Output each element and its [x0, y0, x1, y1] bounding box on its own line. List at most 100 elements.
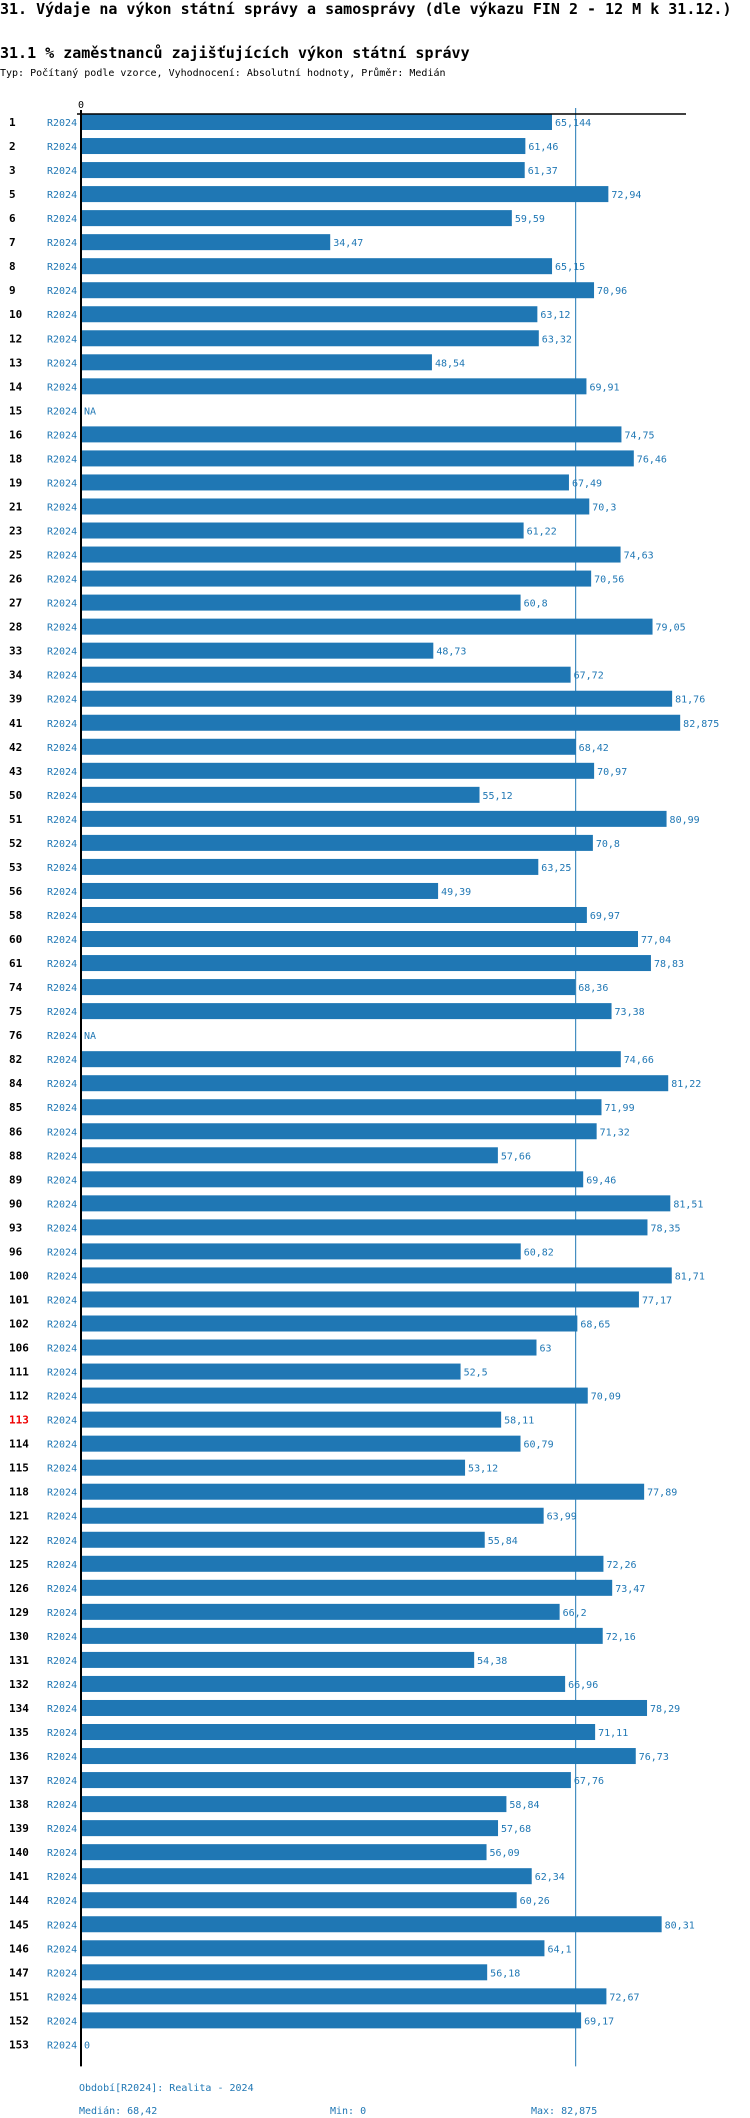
bar: [81, 426, 622, 443]
chart-row: 131 R2024 54,38: [9, 1651, 507, 1668]
value-label: 70,3: [592, 502, 616, 513]
chart-row: 102 R2024 68,65: [9, 1315, 610, 1332]
value-label: 81,51: [673, 1199, 703, 1210]
chart-row: 112 R2024 70,09: [9, 1387, 621, 1404]
category-label: 84: [9, 1077, 23, 1090]
category-label: 138: [9, 1798, 29, 1811]
bar: [81, 162, 525, 179]
category-label: 88: [9, 1149, 22, 1162]
bar: [81, 234, 331, 251]
bar: [81, 1003, 612, 1020]
value-label: 73,38: [615, 1007, 645, 1018]
category-label: 16: [9, 428, 23, 441]
period-label: R2024: [47, 1368, 77, 1379]
category-label: 26: [9, 573, 23, 586]
period-label: R2024: [47, 310, 77, 321]
period-label: R2024: [47, 2016, 77, 2027]
category-label: 137: [9, 1774, 29, 1787]
chart-row: 90 R2024 81,51: [9, 1195, 703, 1212]
category-label: 60: [9, 933, 22, 946]
period-label: R2024: [47, 430, 77, 441]
value-label: 72,16: [606, 1632, 636, 1643]
value-label: 59,59: [515, 214, 545, 225]
bar: [81, 1940, 545, 1957]
chart-row: 51 R2024 80,99: [9, 810, 700, 827]
bar: [81, 1699, 648, 1716]
value-label: 58,84: [509, 1800, 539, 1811]
bar: [81, 282, 595, 299]
value-label: 52,5: [464, 1368, 488, 1379]
footer-period-note: Období[R2024]: Realita - 2024: [79, 2083, 254, 2094]
chart-row: 41 R2024 82,875: [9, 714, 719, 731]
period-label: R2024: [47, 406, 77, 417]
category-label: 33: [9, 645, 22, 658]
bar: [81, 378, 587, 395]
category-label: 86: [9, 1125, 23, 1138]
category-label: 3: [9, 164, 16, 177]
bar: [81, 498, 590, 515]
period-label: R2024: [47, 1199, 77, 1210]
category-label: 12: [9, 332, 22, 345]
period-label: R2024: [47, 454, 77, 465]
value-label: 69,17: [584, 2016, 614, 2027]
category-label: 113: [9, 1414, 29, 1427]
period-label: R2024: [47, 142, 77, 153]
bar: [81, 1123, 597, 1140]
bar: [81, 570, 592, 587]
value-label: 70,96: [597, 286, 627, 297]
category-label: 140: [9, 1846, 29, 1859]
footer-min: Min: 0: [330, 2106, 367, 2117]
chart-row: 61 R2024 78,83: [9, 955, 684, 972]
category-label: 130: [9, 1630, 29, 1643]
bar: [81, 642, 434, 659]
bar: [81, 738, 576, 755]
bar: [81, 1051, 621, 1068]
category-label: 146: [9, 1942, 29, 1955]
category-label: 34: [9, 669, 23, 682]
chart-row: 19 R2024 67,49: [9, 474, 602, 491]
value-label: 63,32: [542, 334, 572, 345]
bar: [81, 666, 571, 683]
value-label: 70,56: [594, 575, 624, 586]
bar: [81, 114, 552, 130]
period-label: R2024: [47, 1776, 77, 1787]
category-label: 101: [9, 1293, 29, 1306]
bar: [81, 450, 634, 467]
period-label: R2024: [47, 1680, 77, 1691]
category-label: 112: [9, 1390, 29, 1403]
value-label: 63,12: [540, 310, 570, 321]
bar: [81, 786, 480, 803]
chart-row: 136 R2024 76,73: [9, 1748, 669, 1765]
chart-row: 151 R2024 72,67: [9, 1988, 640, 2005]
chart-row: 147 R2024 56,18: [9, 1964, 520, 1981]
category-label: 141: [9, 1870, 29, 1883]
period-label: R2024: [47, 166, 77, 177]
period-label: R2024: [47, 1704, 77, 1715]
bar: [81, 1171, 584, 1188]
value-label: 64,1: [547, 1944, 571, 1955]
category-label: 58: [9, 909, 22, 922]
value-label: 57,66: [501, 1151, 531, 1162]
chart-row: 111 R2024 52,5: [9, 1363, 488, 1380]
bar: [81, 1748, 636, 1765]
chart-row: 50 R2024 55,12: [9, 786, 513, 803]
category-label: 74: [9, 981, 23, 994]
category-label: 147: [9, 1966, 29, 1979]
value-label: 34,47: [333, 238, 363, 249]
period-label: R2024: [47, 2040, 77, 2051]
bar: [81, 306, 538, 323]
category-label: 27: [9, 597, 22, 610]
bar: [81, 1579, 613, 1596]
period-label: R2024: [47, 1536, 77, 1547]
value-label: 53,12: [468, 1464, 498, 1475]
value-label: 60,82: [524, 1247, 554, 1258]
period-label: R2024: [47, 935, 77, 946]
value-label: 60,8: [524, 599, 548, 610]
period-label: R2024: [47, 286, 77, 297]
category-label: 23: [9, 525, 22, 538]
period-label: R2024: [47, 743, 77, 754]
period-label: R2024: [47, 1848, 77, 1859]
chart-row: 33 R2024 48,73: [9, 642, 466, 659]
period-label: R2024: [47, 911, 77, 922]
period-label: R2024: [47, 1007, 77, 1018]
